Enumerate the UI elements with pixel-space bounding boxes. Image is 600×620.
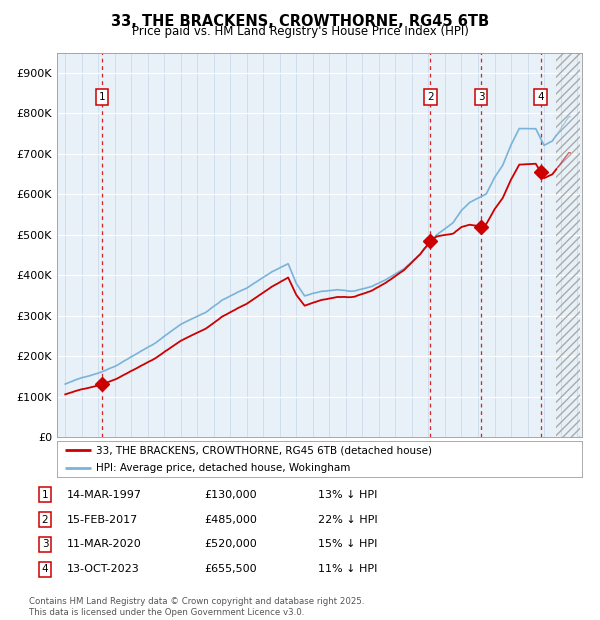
- Text: 3: 3: [478, 92, 484, 102]
- Text: 14-MAR-1997: 14-MAR-1997: [67, 490, 142, 500]
- Text: 4: 4: [41, 564, 49, 574]
- Text: 11-MAR-2020: 11-MAR-2020: [67, 539, 142, 549]
- Text: Contains HM Land Registry data © Crown copyright and database right 2025.
This d: Contains HM Land Registry data © Crown c…: [29, 598, 364, 617]
- Text: £655,500: £655,500: [204, 564, 257, 574]
- Text: 3: 3: [41, 539, 49, 549]
- Text: 13% ↓ HPI: 13% ↓ HPI: [318, 490, 377, 500]
- Text: £520,000: £520,000: [204, 539, 257, 549]
- Text: 33, THE BRACKENS, CROWTHORNE, RG45 6TB: 33, THE BRACKENS, CROWTHORNE, RG45 6TB: [111, 14, 489, 29]
- Text: 2: 2: [427, 92, 434, 102]
- Text: 13-OCT-2023: 13-OCT-2023: [67, 564, 140, 574]
- Text: 15% ↓ HPI: 15% ↓ HPI: [318, 539, 377, 549]
- Text: 1: 1: [41, 490, 49, 500]
- Text: 11% ↓ HPI: 11% ↓ HPI: [318, 564, 377, 574]
- Text: 1: 1: [98, 92, 105, 102]
- Text: HPI: Average price, detached house, Wokingham: HPI: Average price, detached house, Woki…: [97, 463, 351, 474]
- Text: 22% ↓ HPI: 22% ↓ HPI: [318, 515, 377, 525]
- Text: 4: 4: [537, 92, 544, 102]
- Text: £485,000: £485,000: [204, 515, 257, 525]
- Bar: [556, 53, 580, 437]
- Text: £130,000: £130,000: [204, 490, 257, 500]
- Text: 15-FEB-2017: 15-FEB-2017: [67, 515, 139, 525]
- Text: 33, THE BRACKENS, CROWTHORNE, RG45 6TB (detached house): 33, THE BRACKENS, CROWTHORNE, RG45 6TB (…: [97, 445, 433, 456]
- Text: Price paid vs. HM Land Registry's House Price Index (HPI): Price paid vs. HM Land Registry's House …: [131, 25, 469, 38]
- Bar: [556, 53, 580, 437]
- Text: 2: 2: [41, 515, 49, 525]
